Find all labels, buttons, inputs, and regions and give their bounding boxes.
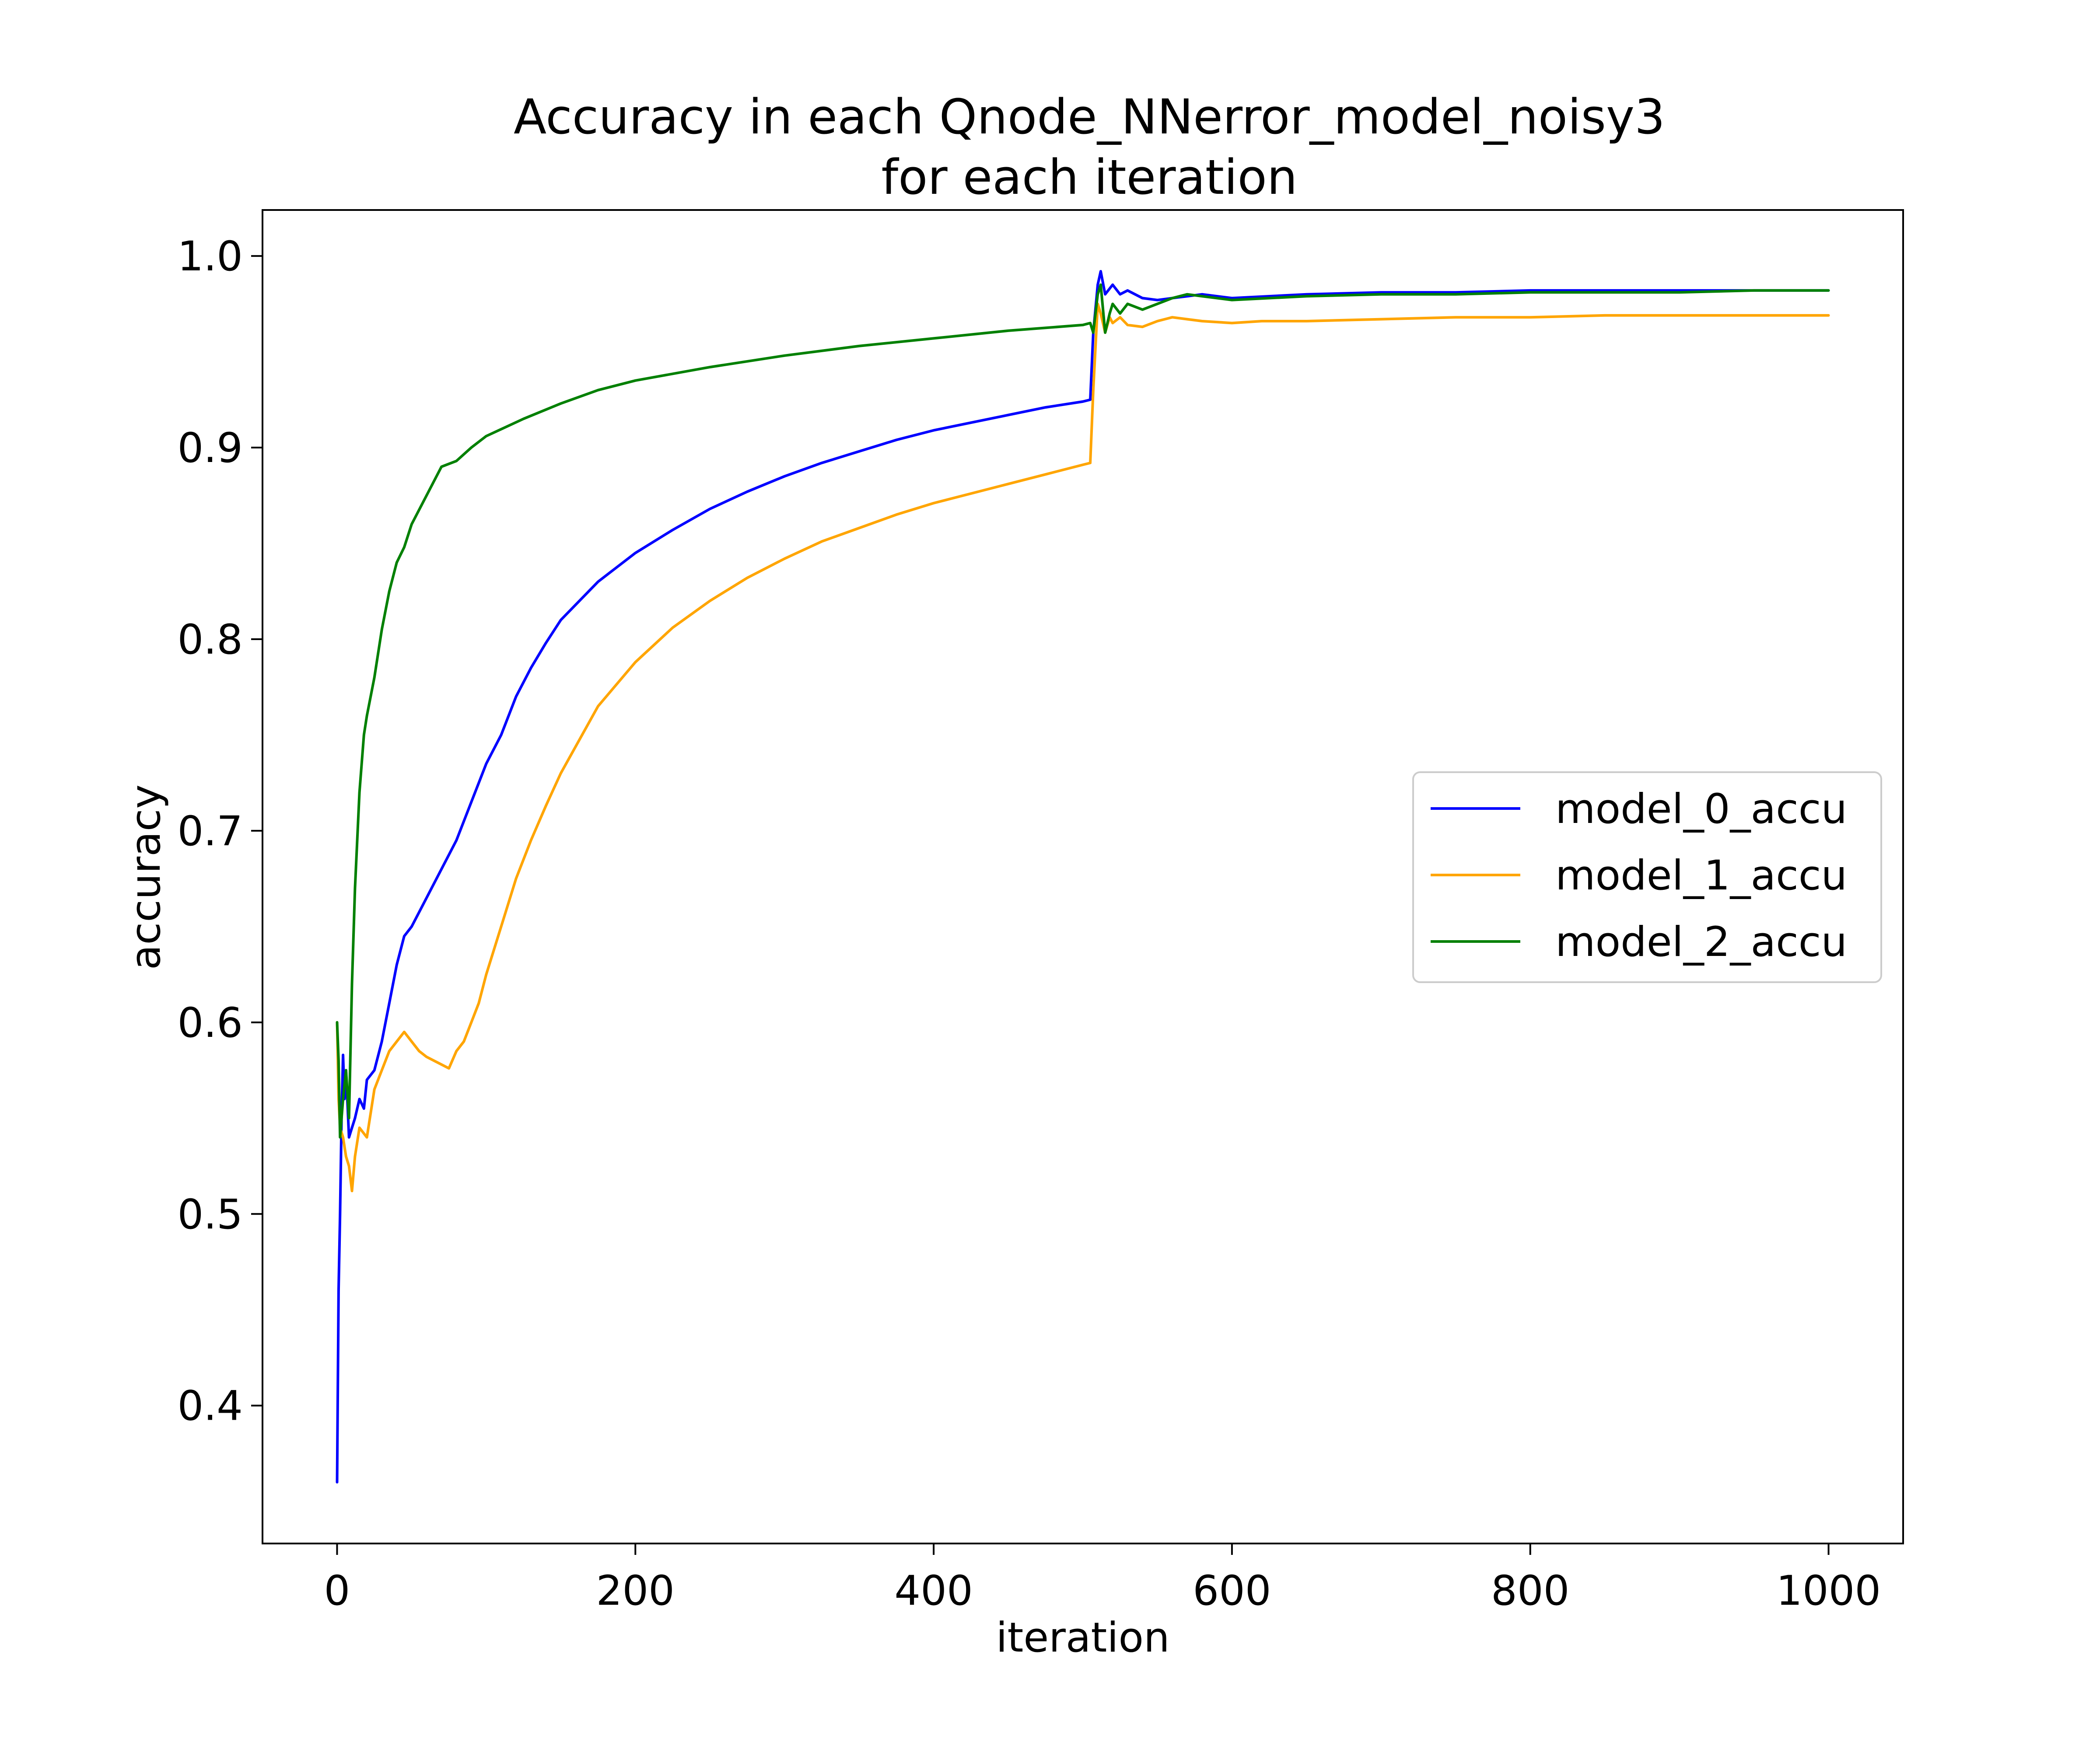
series-line-model_1_accu xyxy=(336,302,1830,1193)
y-tick-label: 0.7 xyxy=(178,808,243,855)
legend-label-model_2_accu: model_2_accu xyxy=(1555,918,1847,966)
y-tick-label: 1.0 xyxy=(178,233,243,280)
legend-label-model_0_accu: model_0_accu xyxy=(1555,785,1847,833)
chart-title-line-1: Accuracy in each Qnode_NNerror_model_noi… xyxy=(514,89,1665,145)
x-tick-label: 200 xyxy=(596,1567,675,1615)
y-tick-label: 0.6 xyxy=(178,999,243,1047)
x-axis-label: iteration xyxy=(996,1614,1169,1662)
chart-title-line-2: for each iteration xyxy=(881,149,1297,205)
legend: model_0_accu model_1_accu model_2_accu xyxy=(1412,771,1882,983)
legend-frame xyxy=(1412,771,1882,983)
legend-label-model_1_accu: model_1_accu xyxy=(1555,852,1847,900)
y-tick-label: 0.8 xyxy=(178,616,243,664)
y-tick-label: 0.9 xyxy=(178,424,243,472)
x-tick-label: 600 xyxy=(1193,1567,1271,1615)
y-tick-label: 0.5 xyxy=(178,1191,243,1239)
y-axis: 0.4 0.5 0.6 0.7 0.8 0.9 1.0 xyxy=(178,233,262,1430)
plot-area xyxy=(262,209,1904,1544)
x-tick-label: 800 xyxy=(1491,1567,1569,1615)
x-tick-label: 400 xyxy=(894,1567,973,1615)
y-axis-label: accuracy xyxy=(122,784,170,970)
x-tick-label: 0 xyxy=(324,1567,350,1615)
series-line-model_2_accu xyxy=(336,283,1830,1139)
series-layer xyxy=(336,270,1830,1484)
y-tick-label: 0.4 xyxy=(178,1382,243,1430)
plot-frame xyxy=(262,209,1904,1544)
x-axis: 0 200 400 600 800 1000 xyxy=(324,1544,1881,1615)
x-tick-label: 1000 xyxy=(1776,1567,1881,1615)
